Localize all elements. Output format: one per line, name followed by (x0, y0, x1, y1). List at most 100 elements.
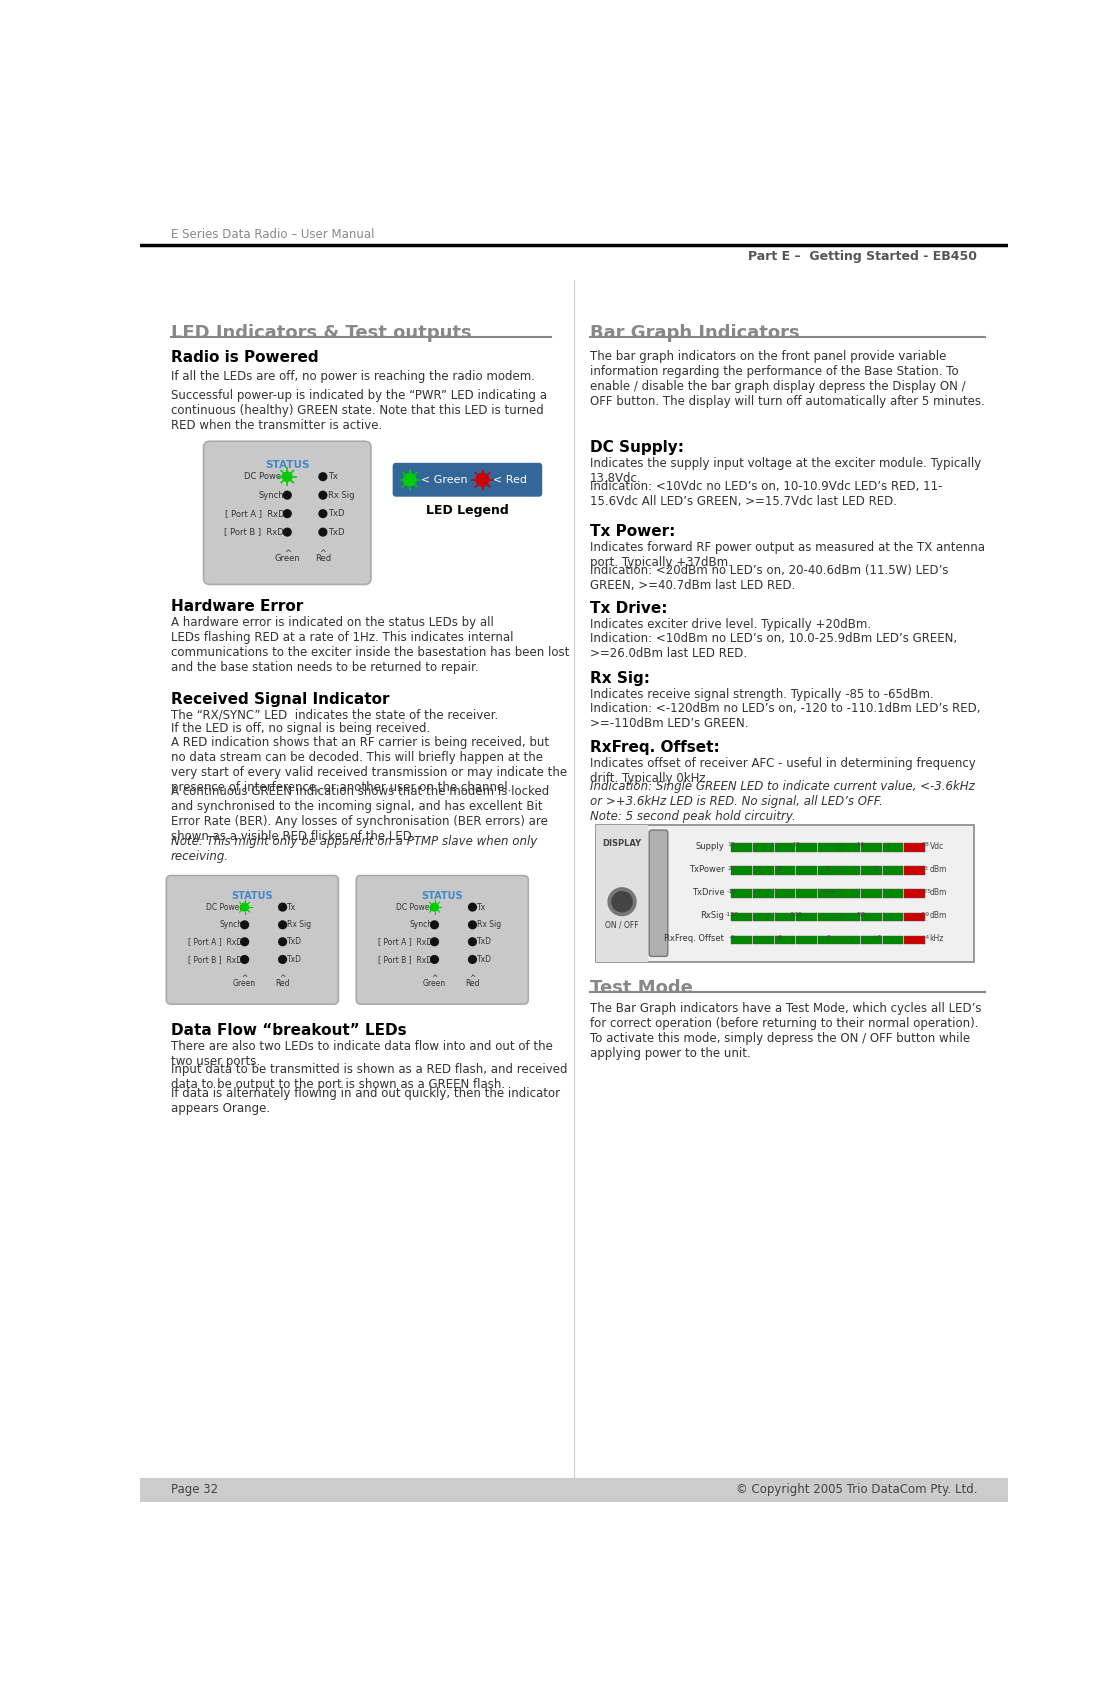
Text: [ Port B ]  RxD: [ Port B ] RxD (224, 528, 284, 537)
Text: TxDrive: TxDrive (692, 888, 725, 896)
Circle shape (279, 939, 287, 945)
Text: Rx Sig: Rx Sig (327, 491, 354, 500)
Text: There are also two LEDs to indicate data flow into and out of the
two user ports: There are also two LEDs to indicate data… (171, 1040, 553, 1067)
Bar (753, 935, 774, 944)
Text: E Series Data Radio – User Manual: E Series Data Radio – User Manual (171, 228, 374, 241)
Bar (904, 913, 925, 922)
Text: [ Port B ]  RxD: [ Port B ] RxD (379, 955, 432, 964)
Text: Tx: Tx (287, 903, 297, 912)
Text: [ Port A ]  RxD: [ Port A ] RxD (224, 510, 284, 518)
Bar (731, 935, 753, 944)
Text: A hardware error is indicated on the status LEDs by all
LEDs flashing RED at a r: A hardware error is indicated on the sta… (171, 616, 569, 674)
Text: -15: -15 (727, 888, 736, 893)
Text: Indicates forward RF power output as measured at the TX antenna
port. Typically : Indicates forward RF power output as mea… (589, 542, 984, 569)
Text: 20: 20 (727, 866, 735, 871)
Text: STATUS: STATUS (421, 891, 463, 901)
Text: If data is alternately flowing in and out quickly, then the indicator
appears Or: If data is alternately flowing in and ou… (171, 1087, 560, 1116)
Circle shape (468, 922, 476, 928)
Circle shape (283, 528, 291, 537)
Text: Supply: Supply (696, 842, 725, 851)
Bar (883, 844, 904, 852)
Bar (839, 913, 860, 922)
Text: 31: 31 (824, 866, 832, 871)
Text: LED Legend: LED Legend (426, 505, 508, 518)
Bar (753, 866, 774, 874)
Text: 14: 14 (857, 842, 865, 847)
Text: Indication: Single GREEN LED to indicate current value, <-3.6kHz
or >+3.6kHz LED: Indication: Single GREEN LED to indicate… (589, 780, 974, 824)
Text: < Green: < Green (420, 474, 467, 484)
Text: DC Power: DC Power (243, 473, 284, 481)
Bar (861, 935, 881, 944)
Text: Red: Red (315, 554, 332, 564)
Circle shape (430, 903, 438, 912)
Text: Indication: <20dBm no LED’s on, 20-40.6dBm (11.5W) LED’s
GREEN, >=40.7dBm last L: Indication: <20dBm no LED’s on, 20-40.6d… (589, 564, 948, 592)
Text: 18: 18 (921, 842, 928, 847)
Text: Bar Graph Indicators: Bar Graph Indicators (589, 324, 800, 343)
Text: Tx Drive:: Tx Drive: (589, 601, 668, 616)
Text: dBm: dBm (930, 888, 948, 896)
Text: TxD: TxD (327, 510, 344, 518)
Bar (904, 890, 925, 898)
Circle shape (430, 939, 438, 945)
Text: The Bar Graph indicators have a Test Mode, which cycles all LED’s
for correct op: The Bar Graph indicators have a Test Mod… (589, 1001, 981, 1060)
Text: -19: -19 (920, 912, 930, 917)
Text: +4: +4 (921, 935, 930, 940)
Text: Synch: Synch (259, 491, 284, 500)
Circle shape (319, 510, 327, 518)
Bar (596, 825, 648, 962)
Text: Tx: Tx (477, 903, 486, 912)
Text: Part E –  Getting Started - EB450: Part E – Getting Started - EB450 (748, 250, 977, 263)
Text: DC Power: DC Power (395, 903, 432, 912)
Text: 10: 10 (728, 842, 735, 847)
Text: Indication: <10dBm no LED’s on, 10.0-25.9dBm LED’s GREEN,
>=26.0dBm last LED RED: Indication: <10dBm no LED’s on, 10.0-25.… (589, 633, 956, 660)
Bar (731, 866, 753, 874)
Text: TxD: TxD (287, 937, 302, 947)
Bar (818, 844, 839, 852)
Bar (775, 913, 795, 922)
Circle shape (430, 922, 438, 928)
FancyBboxPatch shape (204, 441, 371, 584)
Text: Test Mode: Test Mode (589, 979, 692, 996)
Text: 37: 37 (872, 866, 880, 871)
Bar (818, 935, 839, 944)
Text: +15: +15 (822, 888, 834, 893)
Bar (796, 844, 816, 852)
Text: Indicates receive signal strength. Typically -85 to -65dBm.: Indicates receive signal strength. Typic… (589, 687, 933, 701)
Text: Red: Red (465, 979, 479, 987)
Text: DC Supply:: DC Supply: (589, 439, 683, 454)
Text: -2: -2 (776, 935, 783, 940)
Bar (839, 844, 860, 852)
FancyBboxPatch shape (167, 876, 338, 1004)
Text: ^: ^ (469, 974, 476, 982)
Circle shape (319, 528, 327, 537)
Bar (753, 913, 774, 922)
Bar (731, 844, 753, 852)
Bar (796, 935, 816, 944)
Bar (753, 890, 774, 898)
Text: Page 32: Page 32 (171, 1484, 218, 1497)
Text: RxSig: RxSig (700, 912, 725, 920)
FancyBboxPatch shape (356, 876, 529, 1004)
Circle shape (279, 922, 287, 928)
Circle shape (279, 903, 287, 912)
Text: STATUS: STATUS (265, 459, 309, 469)
Circle shape (403, 474, 416, 486)
Text: Indicates offset of receiver AFC - useful in determining frequency
drift. Typica: Indicates offset of receiver AFC - usefu… (589, 756, 976, 785)
Text: Green: Green (233, 979, 256, 987)
Text: kHz: kHz (930, 933, 944, 944)
Bar (796, 890, 816, 898)
Bar (861, 890, 881, 898)
Text: LED Indicators & Test outputs: LED Indicators & Test outputs (171, 324, 472, 343)
Text: ^: ^ (319, 549, 326, 559)
Text: Successful power-up is indicated by the “PWR” LED indicating a
continuous (healt: Successful power-up is indicated by the … (171, 388, 547, 432)
Bar (596, 825, 974, 962)
Text: Vdc: Vdc (930, 842, 944, 851)
Bar (904, 844, 925, 852)
Text: +25: +25 (918, 888, 932, 893)
Text: [ Port B ]  RxD: [ Port B ] RxD (188, 955, 242, 964)
Text: ON / OFF: ON / OFF (605, 920, 638, 928)
Circle shape (468, 955, 476, 964)
Text: DC Power: DC Power (206, 903, 242, 912)
Text: STATUS: STATUS (232, 891, 273, 901)
Bar (731, 913, 753, 922)
